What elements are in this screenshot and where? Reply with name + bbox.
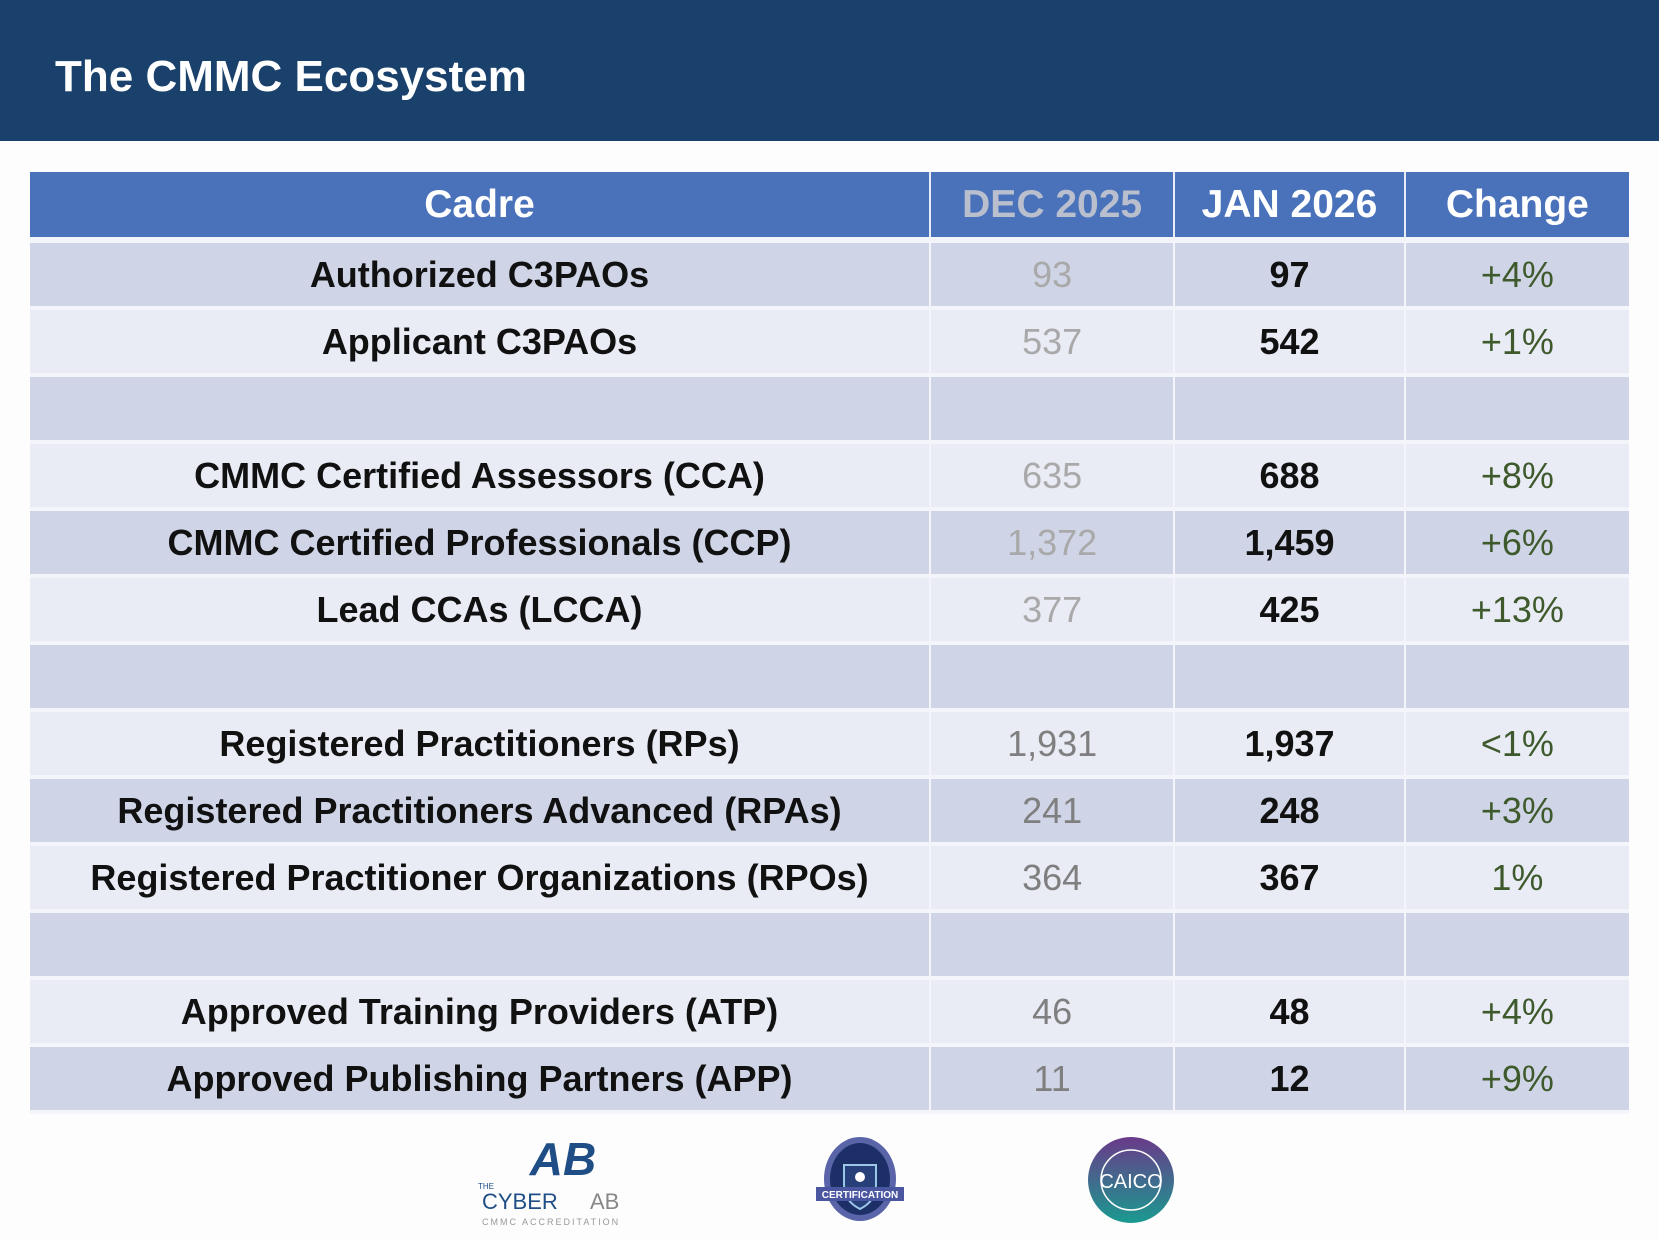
jan-2026-cell [1174,375,1406,444]
dec-2025-cell [930,911,1176,980]
cadre-cell [30,911,932,980]
change-cell [1404,375,1629,444]
change-cell: +4% [1404,240,1629,310]
change-cell: +8% [1404,442,1629,511]
cadre-cell [30,375,932,444]
jan-2026-cell: 248 [1174,777,1406,846]
jan-2026-cell [1174,643,1406,712]
table-row: Registered Practitioners Advanced (RPAs)… [30,777,1629,846]
cadre-cell: Approved Training Providers (ATP) [30,978,932,1047]
dec-2025-cell: 1,931 [930,710,1176,779]
jan-2026-cell: 12 [1174,1045,1406,1114]
change-cell: +4% [1404,978,1629,1047]
jan-2026-cell: 48 [1174,978,1406,1047]
dec-2025-cell: 364 [930,844,1176,913]
cadre-cell: Applicant C3PAOs [30,308,932,377]
table-row: Authorized C3PAOs 93 97 +4% [30,240,1629,310]
jan-2026-cell: 425 [1174,576,1406,645]
svg-text:CERTIFICATION: CERTIFICATION [822,1190,898,1201]
jan-2026-cell: 1,459 [1174,509,1406,578]
dec-2025-cell: 11 [930,1045,1176,1114]
table-row: CMMC Certified Professionals (CCP) 1,372 1… [30,509,1629,578]
svg-text:CMMC ACCREDITATION: CMMC ACCREDITATION [482,1217,620,1227]
table-row: CMMC Certified Assessors (CCA) 635 688 +8% [30,442,1629,511]
change-cell [1404,643,1629,712]
table-row: Lead CCAs (LCCA) 377 425 +13% [30,576,1629,645]
change-cell: +6% [1404,509,1629,578]
svg-text:AB: AB [590,1189,619,1214]
page-title: The CMMC Ecosystem [55,52,527,101]
dec-2025-cell: 1,372 [930,509,1176,578]
dec-2025-cell: 46 [930,978,1176,1047]
dec-2025-cell: 241 [930,777,1176,846]
dec-2025-cell: 635 [930,442,1176,511]
change-cell: 1% [1404,844,1629,913]
dec-2025-cell: 537 [930,308,1176,377]
table-row: Approved Training Providers (ATP) 46 48 +4% [30,978,1629,1047]
spacer-row [30,911,1629,980]
dec-2025-cell [930,643,1176,712]
spacer-row [30,375,1629,444]
header-dec-2025: DEC 2025 [930,172,1176,243]
cadre-cell: CMMC Certified Assessors (CCA) [30,442,932,511]
jan-2026-cell [1174,911,1406,980]
cadre-cell: Registered Practitioners Advanced (RPAs) [30,777,932,846]
svg-text:AB: AB [529,1135,596,1185]
change-cell [1404,911,1629,980]
caico-badge: CAICO [1086,1135,1176,1230]
change-cell: +13% [1404,576,1629,645]
jan-2026-cell: 688 [1174,442,1406,511]
cyber-ab-logo: AB THE CYBER AB CMMC ACCREDITATION [478,1133,648,1234]
svg-text:CYBER: CYBER [482,1189,558,1214]
title-bar: The CMMC Ecosystem [0,0,1659,141]
ecosystem-table: Cadre DEC 2025 JAN 2026 Change Authorize… [30,172,1629,1114]
table-row: Approved Publishing Partners (APP) 11 12 +9… [30,1045,1629,1114]
jan-2026-cell: 367 [1174,844,1406,913]
jan-2026-cell: 97 [1174,240,1406,310]
dec-2025-cell: 93 [930,240,1176,310]
cadre-cell: Lead CCAs (LCCA) [30,576,932,645]
jan-2026-cell: 542 [1174,308,1406,377]
svg-text:CAICO: CAICO [1099,1171,1162,1193]
cadre-cell: Registered Practitioner Organizations (R… [30,844,932,913]
cadre-cell: Registered Practitioners (RPs) [30,710,932,779]
change-cell: +3% [1404,777,1629,846]
cadre-cell: CMMC Certified Professionals (CCP) [30,509,932,578]
table-row: Registered Practitioners (RPs) 1,931 1,937… [30,710,1629,779]
cadre-cell: Approved Publishing Partners (APP) [30,1045,932,1114]
dec-2025-cell: 377 [930,576,1176,645]
change-cell: +9% [1404,1045,1629,1114]
table-row: Applicant C3PAOs 537 542 +1% [30,308,1629,377]
spacer-row [30,643,1629,712]
svg-text:THE: THE [478,1182,494,1191]
header-change: Change [1404,172,1629,243]
cadre-cell [30,643,932,712]
dec-2025-cell [930,375,1176,444]
change-cell: <1% [1404,710,1629,779]
table-row: Registered Practitioner Organizations (R… [30,844,1629,913]
jan-2026-cell: 1,937 [1174,710,1406,779]
cadre-cell: Authorized C3PAOs [30,240,932,310]
table-header-row: Cadre DEC 2025 JAN 2026 Change [30,172,1629,243]
cmmc-certification-badge: CERTIFICATION [814,1135,906,1232]
header-cadre: Cadre [30,172,932,243]
header-jan-2026: JAN 2026 [1174,172,1406,243]
change-cell: +1% [1404,308,1629,377]
